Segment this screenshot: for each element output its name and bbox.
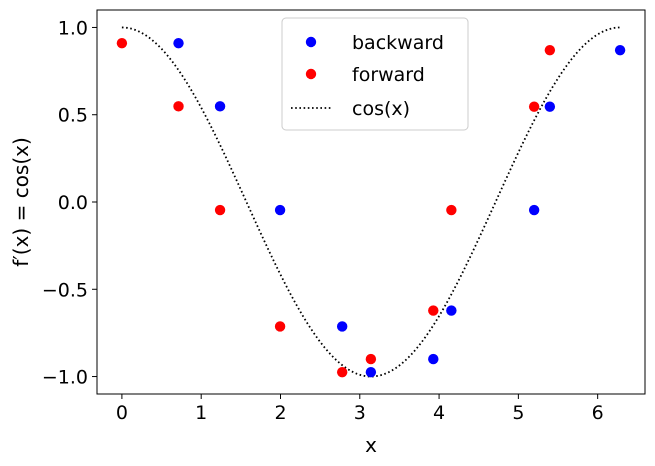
legend-swatch-forward [305,68,317,80]
point-backward [544,101,556,112]
point-backward [173,37,184,49]
x-tick-label: 6 [592,402,604,424]
legend-label: forward [352,64,425,86]
point-backward [365,366,377,378]
point-backward [446,305,457,316]
x-axis-label: x [365,433,377,457]
y-tick-label: 0.5 [58,105,88,127]
point-backward [428,353,439,365]
x-tick-label: 3 [354,402,366,424]
point-forward [528,101,540,112]
point-backward [274,204,286,216]
legend-label: backward [352,32,444,54]
x-tick-label: 2 [274,402,286,424]
y-tick-label: 1.0 [58,17,88,39]
point-backward [614,44,626,56]
legend-swatch-backward [305,36,317,48]
point-forward [365,353,377,365]
point-forward [173,101,184,112]
y-axis: −1.0 −0.5 0.0 0.5 1.0 [42,17,97,389]
point-forward [274,321,286,332]
y-axis-label: f′(x) = cos(x) [9,137,33,267]
y-tick-label: −1.0 [42,367,88,389]
x-tick-label: 5 [512,402,524,424]
point-forward [446,204,457,216]
x-axis: 0 1 2 3 4 5 6 [116,394,604,424]
y-tick-label: 0.0 [58,192,88,214]
legend-label: cos(x) [352,98,410,120]
point-backward [336,321,348,332]
y-tick-label: −0.5 [42,279,88,301]
points-layer [116,37,626,378]
point-forward [428,305,439,316]
point-backward [528,204,540,216]
point-backward [214,101,226,112]
x-tick-label: 4 [433,402,445,424]
x-tick-label: 0 [116,402,128,424]
point-forward [214,204,226,216]
point-forward [544,44,556,56]
legend-frame [281,17,469,131]
x-tick-label: 1 [195,402,207,424]
legend-entries: backward forward cos(x) [291,32,444,120]
legend: backward forward cos(x) [281,17,469,131]
point-forward [336,366,348,378]
point-forward [116,37,128,49]
